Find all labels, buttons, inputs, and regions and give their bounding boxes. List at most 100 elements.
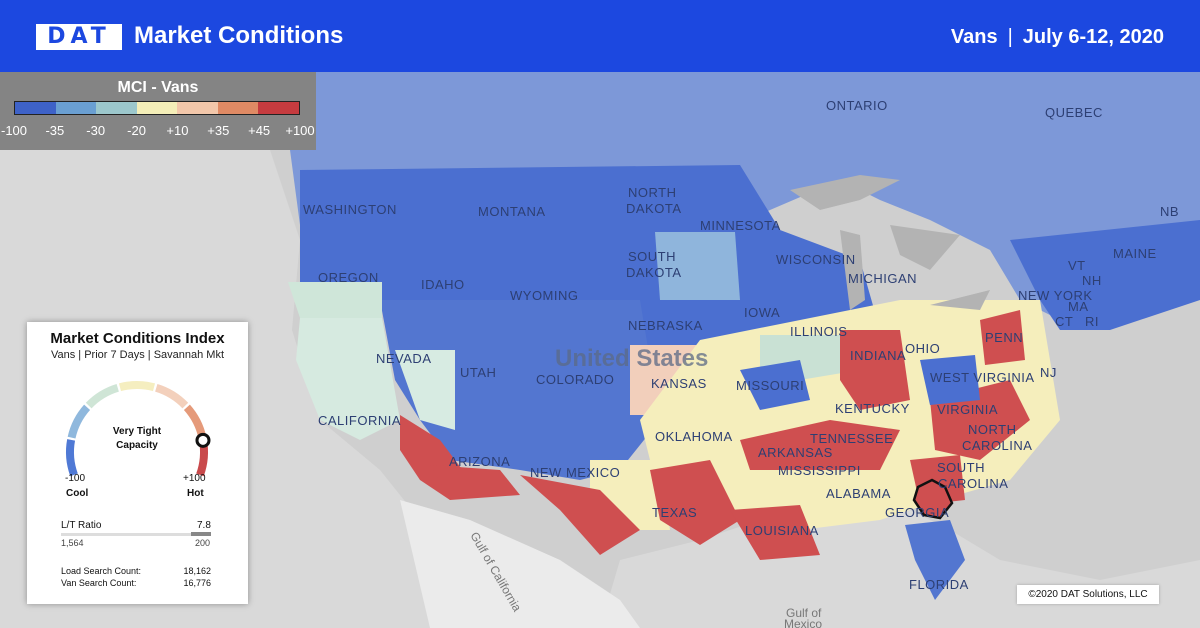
legend-swatch-5 xyxy=(217,102,259,114)
legend-tick-label: +10 xyxy=(166,123,189,138)
gauge-max-value: +100 xyxy=(183,473,206,484)
map-label-ma: MA xyxy=(1068,299,1089,314)
app-title: Market Conditions xyxy=(134,22,344,49)
savannah-market-outline[interactable] xyxy=(912,478,954,520)
texas-east-hotspot xyxy=(650,460,740,545)
map-label-oregon: OREGON xyxy=(318,270,379,285)
gauge-segment xyxy=(67,404,91,439)
legend-title: MCI - Vans xyxy=(117,79,199,96)
louisiana-hotspot xyxy=(730,505,820,560)
load-search-label: Load Search Count: xyxy=(61,566,142,576)
header-bar: DAT Market Conditions Vans | July 6-12, 20… xyxy=(0,0,1200,72)
map-label-nh: NH xyxy=(1082,273,1102,288)
copyright-notice: ©2020 DAT Solutions, LLC xyxy=(1017,585,1159,604)
gauge-segment xyxy=(66,439,78,477)
lt-ratio-label: L/T Ratio xyxy=(61,520,102,531)
lt-ratio-value: 7.8 xyxy=(197,520,211,531)
legend-swatch-4 xyxy=(177,102,218,114)
lt-ratio-track xyxy=(61,533,211,536)
legend-tick-label: -100 xyxy=(0,123,28,138)
map-label-colorado: COLORADO xyxy=(536,372,614,387)
load-count: 1,564 xyxy=(61,538,84,548)
map-label-california: CALIFORNIA xyxy=(318,413,401,428)
lake-superior xyxy=(790,175,900,210)
van-search-row: Van Search Count: 16,776 xyxy=(61,578,211,588)
arizona-hotspot xyxy=(430,465,520,500)
map-label-nebraska: NEBRASKA xyxy=(628,318,703,333)
map-label-united-states: United States xyxy=(555,345,708,372)
map-label-georgia: GEORGIA xyxy=(885,505,949,520)
map-label-tennessee: TENNESSEE xyxy=(810,431,893,446)
map-label-wisconsin: WISCONSIN xyxy=(776,252,856,267)
map-label-ohio: OHIO xyxy=(905,341,940,356)
legend-swatch-3 xyxy=(136,102,178,114)
nevada-west-zone xyxy=(296,318,400,440)
load-search-row: Load Search Count: 18,162 xyxy=(61,566,211,576)
legend-swatch-0 xyxy=(15,102,56,114)
florida-blue-zone xyxy=(905,520,965,600)
penn-hotspot xyxy=(980,310,1025,365)
gauge-needle-marker xyxy=(195,432,211,448)
gauge-center-text: Very Tight Capacity xyxy=(89,425,185,453)
card-title: Market Conditions Index xyxy=(50,330,225,347)
mci-gauge xyxy=(66,381,211,477)
map-label-montana: MONTANA xyxy=(478,204,546,219)
northeast-blue xyxy=(1010,220,1200,330)
map-label-new-mexico: NEW MEXICO xyxy=(530,465,620,480)
indiana-hotspot xyxy=(840,330,910,410)
legend-tick-label: +100 xyxy=(285,123,315,138)
map-label-mississippi: MISSISSIPPI xyxy=(778,463,861,478)
header-separator: | xyxy=(1007,26,1013,48)
map-label-north-carolina-line2: CAROLINA xyxy=(962,438,1032,453)
nevada-east-zone xyxy=(395,350,455,430)
van-search-value: 16,776 xyxy=(183,578,211,588)
gauge-arc xyxy=(66,381,208,477)
map-label-virginia: VIRGINIA xyxy=(937,402,998,417)
map-label-penn: PENN xyxy=(985,330,1023,345)
legend-swatch-1 xyxy=(55,102,97,114)
map-label-ri: RI xyxy=(1085,314,1099,329)
equipment-type: Vans xyxy=(950,26,998,48)
map-label-illinois: ILLINOIS xyxy=(790,324,847,339)
west-virginia-blue-zone xyxy=(920,355,980,405)
map-label-south-carolina-line1: SOUTH xyxy=(937,460,985,475)
map-label-kansas: KANSAS xyxy=(651,376,707,391)
dat-logo: DAT xyxy=(36,24,122,50)
map-label-nevada: NEVADA xyxy=(376,351,432,366)
legend-color-bar xyxy=(14,101,300,115)
mountain-west-blue xyxy=(380,300,660,480)
load-search-value: 18,162 xyxy=(183,566,211,576)
map-label-ct: CT xyxy=(1055,314,1073,329)
map-label-north-dakota-line1: NORTH xyxy=(628,185,676,200)
gauge-min-label: Cool xyxy=(66,488,89,499)
new-mexico-hotspot xyxy=(520,475,640,555)
mexico-land xyxy=(400,500,640,628)
legend-swatch-6 xyxy=(258,102,300,114)
map-label-gulf-of-mexico-line1: Gulf of xyxy=(786,606,822,620)
map-label-nj: NJ xyxy=(1040,365,1057,380)
legend-tick-label: +35 xyxy=(207,123,230,138)
map-label-kentucky: KENTUCKY xyxy=(835,401,910,416)
mci-legend: MCI - Vans -100 -35 -30 -20 +10 +35 +45 +100 xyxy=(0,72,316,150)
gauge-segment xyxy=(183,404,207,439)
map-label-alabama: ALABAMA xyxy=(826,486,891,501)
gauge-center-line2: Capacity xyxy=(116,440,158,451)
map-label-north-carolina-line1: NORTH xyxy=(968,422,1016,437)
market-map[interactable]: ONTARIO QUEBEC WASHINGTON MONTANA NORTH … xyxy=(0,72,1200,628)
missouri-blue-zone xyxy=(740,360,810,410)
map-label-maine: MAINE xyxy=(1113,246,1157,261)
truck-count: 200 xyxy=(195,538,211,548)
iowa-zone xyxy=(655,232,740,300)
header-meta: Vans | July 6-12, 2020 xyxy=(951,26,1164,49)
oregon-zone xyxy=(288,282,382,318)
map-label-gulf-of-mexico-line2: Mexico xyxy=(784,617,822,628)
gauge-center-line1: Very Tight xyxy=(112,426,162,437)
map-label-south-dakota-line2: DAKOTA xyxy=(626,265,682,280)
legend-tick-label: -20 xyxy=(127,123,146,138)
map-label-south-carolina-line2: CAROLINA xyxy=(938,476,1008,491)
map-label-wyoming: WYOMING xyxy=(510,288,579,303)
lt-ratio-fill xyxy=(191,532,211,536)
map-label-south-dakota-line1: SOUTH xyxy=(628,249,676,264)
map-label-new-york: NEW YORK xyxy=(1018,288,1093,303)
map-label-indiana: INDIANA xyxy=(850,348,906,363)
